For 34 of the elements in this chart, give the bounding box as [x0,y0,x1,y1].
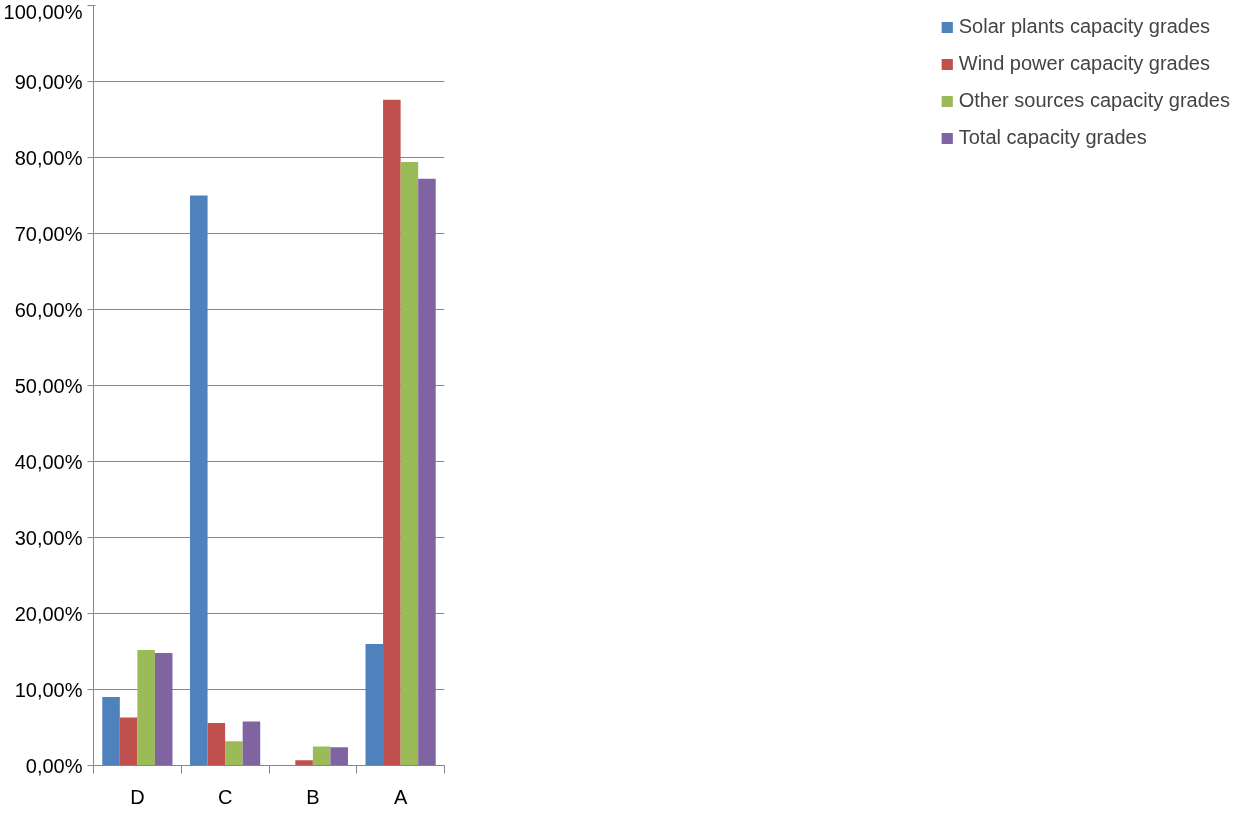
bar [207,722,226,766]
x-tick-label: A [393,785,408,808]
y-tick-label: 80,00% [14,146,83,169]
legend-label: Total capacity grades [958,126,1147,149]
bar [418,178,436,766]
y-tick-label: 70,00% [14,222,83,245]
bar [154,653,173,766]
x-tick-label: B [306,785,320,808]
legend-label: Other sources capacity grades [958,89,1230,112]
bar [119,717,138,766]
bar [400,162,419,766]
bar [242,721,261,766]
y-tick-label: 50,00% [14,374,83,397]
y-tick-label: 60,00% [14,298,83,321]
legend-label: Solar plants capacity grades [958,15,1210,38]
bar [102,697,120,766]
y-tick-label: 0,00% [25,754,83,777]
x-tick-label: C [217,785,233,808]
bar [365,643,384,766]
bar [312,746,331,766]
bar [295,760,313,766]
y-tick-label: 40,00% [14,450,83,473]
y-tick-label: 30,00% [14,526,83,549]
bar [190,195,208,766]
bar [330,747,348,766]
legend-label: Wind power capacity grades [958,52,1210,75]
bar [225,741,243,766]
bar [383,99,401,766]
x-tick-label: D [130,785,145,808]
y-tick-label: 10,00% [14,678,83,701]
bar [137,649,155,766]
y-tick-label: 90,00% [14,70,83,93]
y-tick-label: 100,00% [3,0,83,23]
y-tick-label: 20,00% [14,602,83,625]
